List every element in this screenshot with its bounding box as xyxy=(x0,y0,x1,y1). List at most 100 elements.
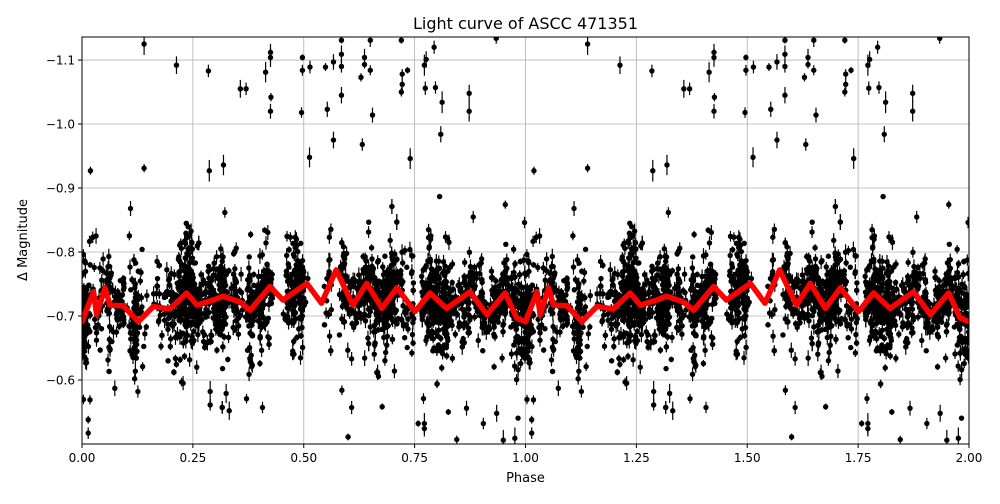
data-point xyxy=(924,348,929,353)
data-point xyxy=(869,227,874,232)
data-point xyxy=(372,340,377,345)
data-point xyxy=(550,254,555,259)
data-point xyxy=(95,322,100,327)
data-point xyxy=(890,240,895,245)
data-point xyxy=(512,363,517,368)
data-point xyxy=(284,253,289,258)
data-point xyxy=(690,254,695,259)
data-point xyxy=(666,210,671,215)
data-point xyxy=(170,323,175,328)
data-point xyxy=(446,240,451,245)
data-point xyxy=(511,247,516,252)
data-point xyxy=(369,256,374,261)
data-point xyxy=(388,238,393,243)
data-point xyxy=(770,235,775,240)
data-point xyxy=(305,276,310,281)
data-point xyxy=(523,272,528,277)
data-point xyxy=(544,256,549,261)
data-point xyxy=(965,220,970,225)
data-point xyxy=(598,284,603,289)
data-point xyxy=(383,350,388,355)
data-point xyxy=(845,335,850,340)
data-point xyxy=(286,247,291,252)
data-point xyxy=(809,229,814,234)
data-point xyxy=(806,318,811,323)
data-point xyxy=(772,307,777,312)
data-point xyxy=(617,362,622,367)
data-point xyxy=(238,271,243,276)
data-point xyxy=(524,397,529,402)
data-point xyxy=(638,364,643,369)
data-point xyxy=(811,324,816,329)
data-point xyxy=(449,280,454,285)
data-point xyxy=(690,372,695,377)
data-point xyxy=(142,331,147,336)
data-point xyxy=(246,372,251,377)
data-point xyxy=(437,194,442,199)
data-point xyxy=(426,227,431,232)
data-point xyxy=(379,404,384,409)
data-point xyxy=(222,210,227,215)
data-point xyxy=(329,307,334,312)
data-point xyxy=(368,324,373,329)
data-point xyxy=(530,239,535,244)
data-point xyxy=(888,353,893,358)
data-point xyxy=(184,251,189,256)
data-point xyxy=(826,358,831,363)
data-point xyxy=(893,280,898,285)
data-point xyxy=(609,358,614,363)
data-point xyxy=(730,247,735,252)
data-point xyxy=(410,332,415,337)
data-point xyxy=(586,331,591,336)
data-point xyxy=(691,232,696,237)
data-point xyxy=(594,291,599,296)
data-point xyxy=(919,338,924,343)
data-point xyxy=(155,284,160,289)
data-point xyxy=(471,214,476,219)
data-point xyxy=(349,356,354,361)
data-point xyxy=(182,354,187,359)
data-point xyxy=(259,348,264,353)
data-point xyxy=(444,353,449,358)
data-point xyxy=(943,355,948,360)
data-point xyxy=(87,239,92,244)
data-point xyxy=(537,338,542,343)
data-point xyxy=(831,238,836,243)
data-point xyxy=(853,350,858,355)
data-point xyxy=(515,415,520,420)
data-point xyxy=(539,322,544,327)
data-point xyxy=(959,415,964,420)
data-point xyxy=(914,214,919,219)
data-point xyxy=(679,331,684,336)
data-point xyxy=(248,232,253,237)
data-point xyxy=(780,332,785,337)
data-point xyxy=(363,318,368,323)
data-point xyxy=(220,366,225,371)
data-point xyxy=(127,233,132,238)
data-point xyxy=(823,404,828,409)
data-point xyxy=(602,344,607,349)
data-point xyxy=(94,338,99,343)
data-point xyxy=(628,251,633,256)
data-point xyxy=(616,356,621,361)
data-point xyxy=(80,272,85,277)
data-point xyxy=(966,271,971,276)
data-point xyxy=(467,250,472,255)
data-point xyxy=(663,366,668,371)
data-point xyxy=(409,350,414,355)
data-point xyxy=(365,335,370,340)
data-point xyxy=(151,291,156,296)
data-point xyxy=(816,340,821,345)
data-point xyxy=(627,256,632,261)
data-point xyxy=(174,362,179,367)
data-point xyxy=(682,271,687,276)
data-point xyxy=(910,250,915,255)
data-point xyxy=(366,229,371,234)
data-point xyxy=(382,358,387,363)
data-point xyxy=(828,342,833,347)
data-point xyxy=(792,356,797,361)
data-point xyxy=(100,256,105,261)
data-point xyxy=(183,256,188,261)
data-point xyxy=(809,335,814,340)
